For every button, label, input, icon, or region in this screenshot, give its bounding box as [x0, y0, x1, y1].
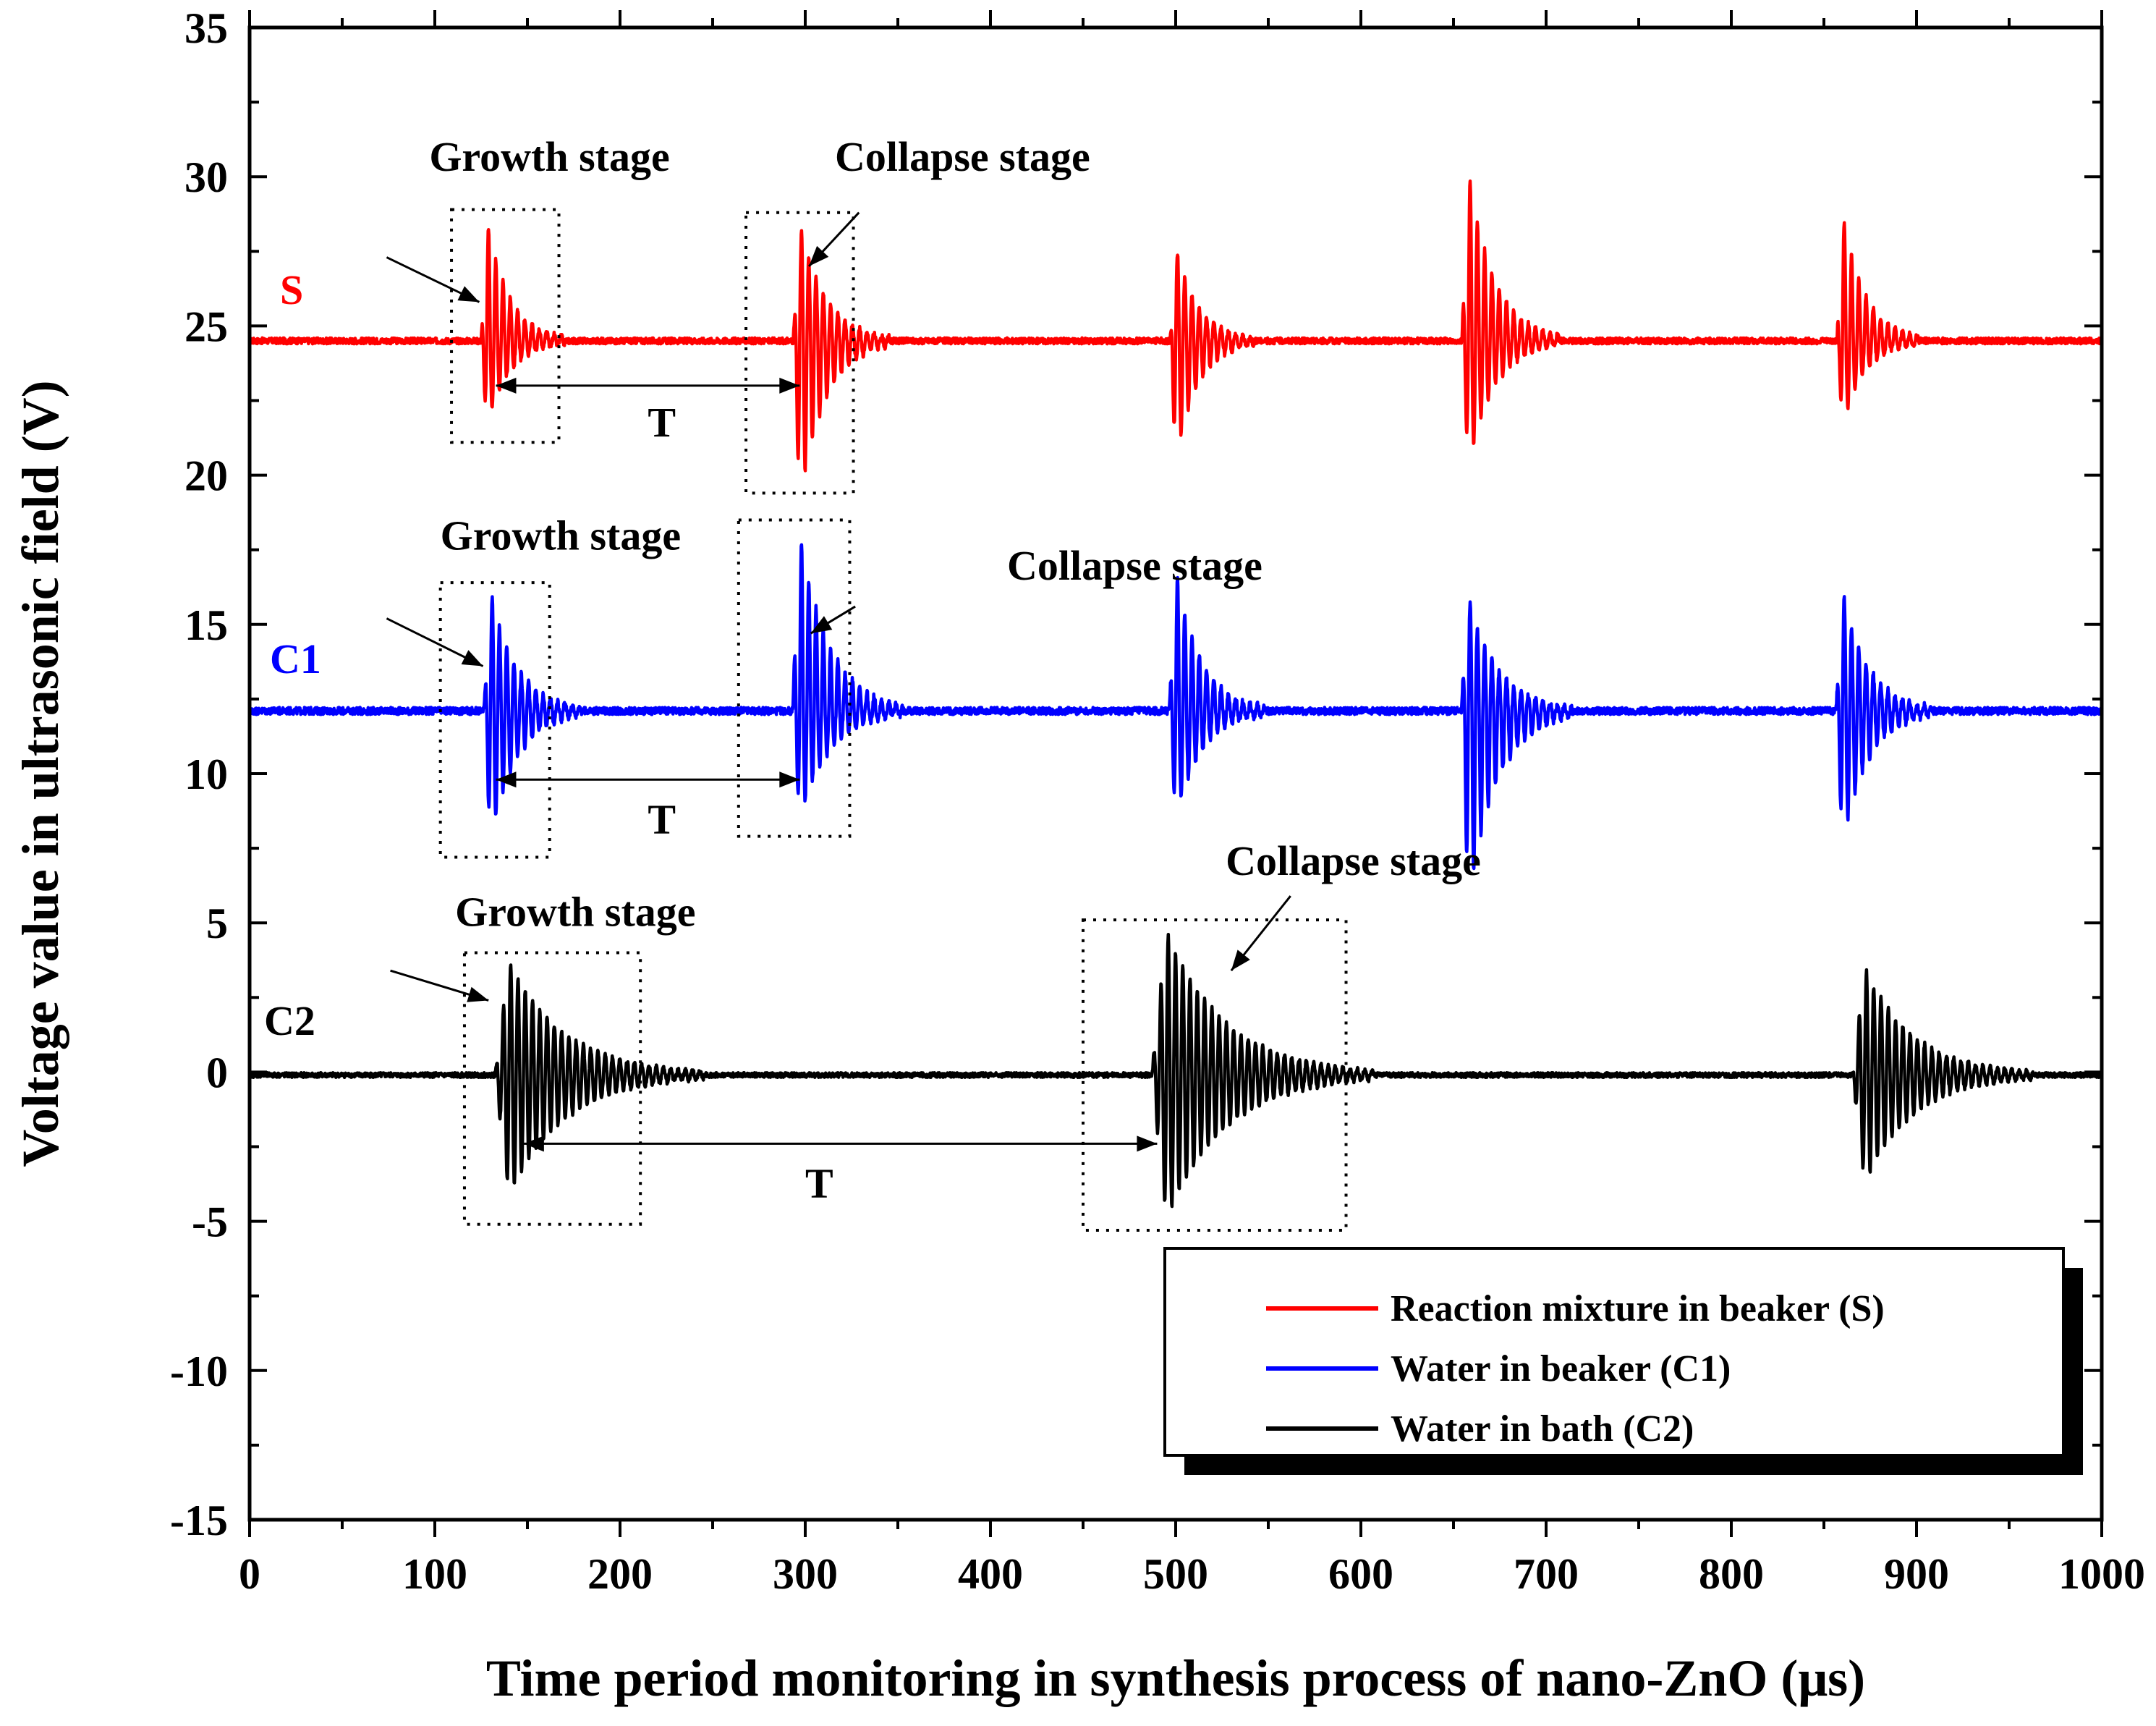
period-label: T	[648, 795, 676, 842]
x-tick-label: 600	[1328, 1550, 1393, 1598]
series-line-c1	[247, 543, 2103, 871]
stage-arrowhead	[809, 245, 829, 266]
x-tick-label: 500	[1143, 1550, 1208, 1598]
series-line-s	[248, 179, 2103, 473]
stage-label: Collapse stage	[1007, 542, 1262, 589]
series-layer	[247, 179, 2103, 1209]
legend-label-c2: Water in bath (C2)	[1391, 1408, 1694, 1450]
x-tick-label: 100	[402, 1550, 467, 1598]
x-tick-label: 800	[1699, 1550, 1764, 1598]
y-tick-label: 15	[184, 601, 228, 649]
period-label: T	[648, 399, 676, 446]
stage-label: Growth stage	[429, 133, 669, 180]
stage-arrowhead	[810, 616, 833, 634]
series-label-c1: C1	[270, 635, 321, 682]
x-tick-label: 300	[773, 1550, 838, 1598]
stage-arrowhead	[1231, 949, 1250, 971]
stage-box	[450, 208, 561, 444]
series-label-s: S	[280, 266, 303, 313]
stage-label: Collapse stage	[835, 133, 1090, 180]
stage-label: Growth stage	[441, 512, 681, 559]
stage-box	[1082, 918, 1348, 1232]
x-tick-label: 400	[958, 1550, 1023, 1598]
legend-label-c1: Water in beaker (C1)	[1391, 1348, 1731, 1389]
period-arrowhead-left	[496, 377, 517, 394]
y-tick-label: -10	[170, 1348, 228, 1395]
y-tick-label: 5	[206, 900, 228, 947]
period-arrowhead-left	[496, 771, 517, 788]
x-tick-label: 700	[1514, 1550, 1579, 1598]
x-tick-label: 200	[587, 1550, 653, 1598]
y-tick-label: -5	[192, 1198, 228, 1246]
x-tick-label: 0	[239, 1550, 260, 1598]
stage-label: Collapse stage	[1226, 837, 1481, 884]
period-arrowhead-right	[779, 377, 800, 394]
period-arrowhead-left	[523, 1135, 544, 1152]
dotted-boxes-layer	[438, 208, 1348, 1232]
y-tick-label: 30	[184, 153, 228, 201]
period-arrowhead-right	[779, 771, 800, 788]
stage-arrowhead	[461, 650, 483, 667]
stage-arrowhead	[457, 286, 480, 303]
period-label: T	[805, 1160, 833, 1207]
stage-box	[438, 581, 551, 859]
x-axis-title: Time period monitoring in synthesis proc…	[486, 1649, 1865, 1707]
stage-arrowhead	[467, 986, 489, 1002]
x-tick-label: 900	[1884, 1550, 1949, 1598]
y-tick-label: -15	[170, 1497, 228, 1544]
series-labels-layer: S C1 C2	[264, 266, 321, 1044]
stage-label: Growth stage	[455, 888, 695, 935]
y-tick-label: 10	[184, 750, 228, 798]
arrows-layer	[386, 211, 1291, 1152]
y-tick-label: 0	[206, 1049, 228, 1096]
legend-box	[1163, 1247, 2065, 1457]
legend: Reaction mixture in beaker (S) Water in …	[1163, 1247, 2083, 1475]
series-line-c2	[247, 932, 2103, 1209]
y-tick-label: 25	[184, 303, 228, 350]
annotations-layer: Growth stage Collapse stage Growth stage Co…	[429, 133, 1481, 1207]
legend-label-s: Reaction mixture in beaker (S)	[1391, 1288, 1885, 1329]
y-axis-title: Voltage value in ultrasonic field (V)	[12, 380, 69, 1167]
y-tick-label: 35	[184, 4, 228, 52]
period-arrowhead-right	[1137, 1135, 1158, 1152]
series-label-c2: C2	[264, 997, 315, 1044]
axes-layer: 0 100 200 300 400 500 600 700 800 900 1000-15-10-5…	[170, 4, 2145, 1598]
y-tick-label: 20	[184, 452, 228, 500]
x-tick-label: 1000	[2058, 1550, 2145, 1598]
